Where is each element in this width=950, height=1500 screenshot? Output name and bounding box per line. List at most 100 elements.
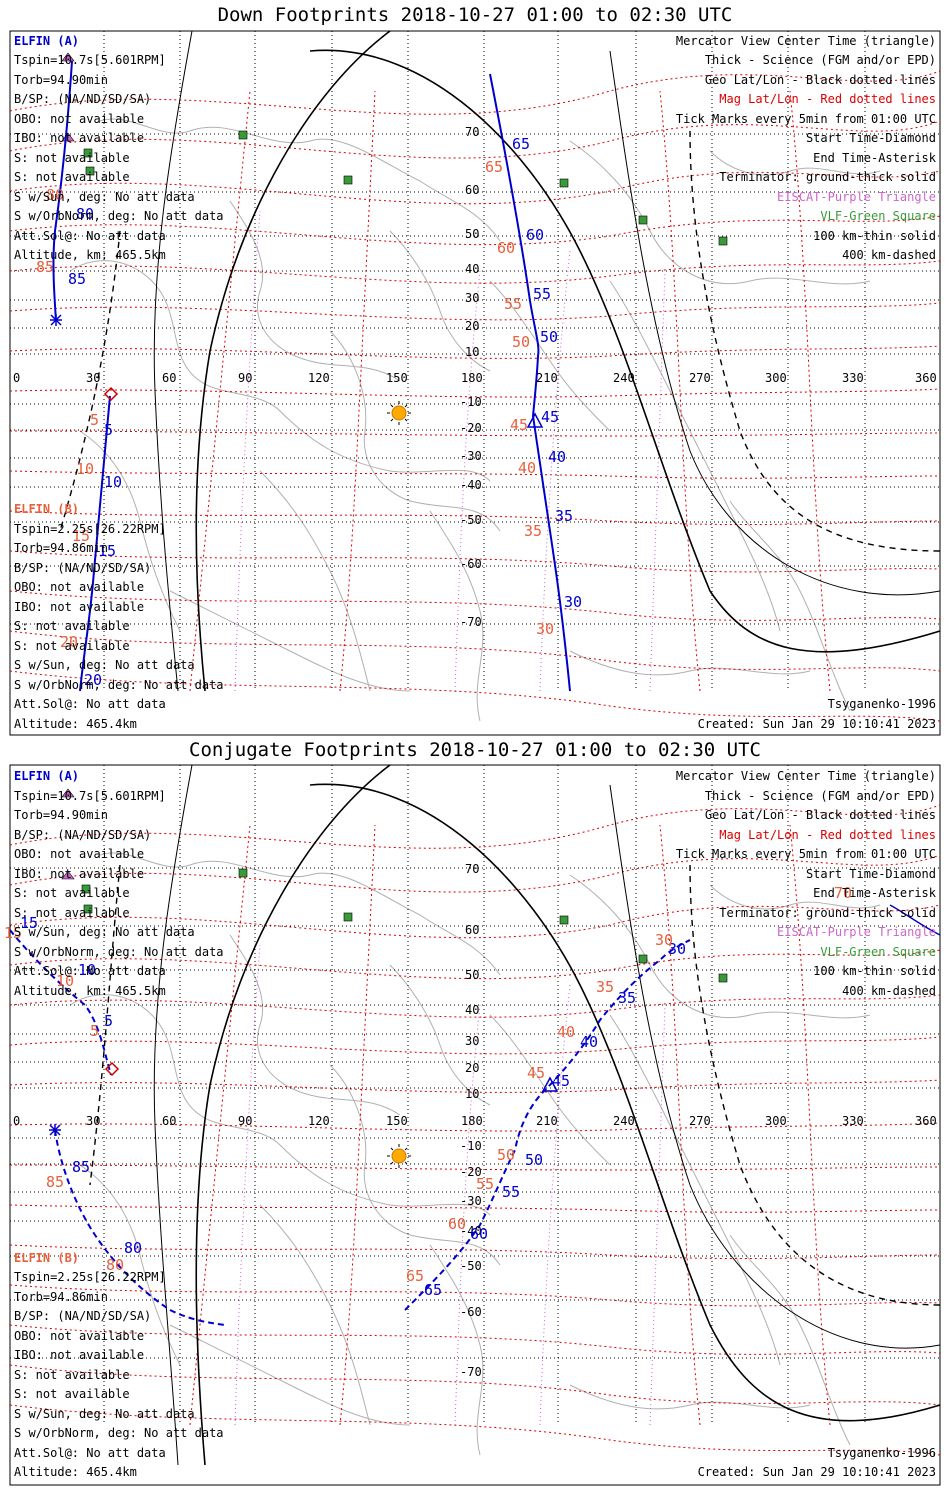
- vlf-square: [81, 884, 91, 894]
- lat-tick: -20: [460, 1165, 482, 1179]
- legend-line: VLF-Green Square: [820, 945, 936, 959]
- vlf-square: [85, 166, 95, 176]
- track-tick-label: 30: [564, 593, 582, 611]
- elfin-b-header: ELFIN (B): [14, 502, 79, 516]
- bottom-terminator-dashed-left: [89, 864, 121, 1186]
- lat-tick: -70: [460, 1365, 482, 1379]
- lat-tick: -20: [460, 421, 482, 435]
- legend-line: Start Time-Diamond: [806, 131, 936, 145]
- track-tick-label: 85: [72, 1158, 90, 1176]
- bottom-terminator-thick-right: [309, 783, 941, 1422]
- info-line: OBO: not available: [14, 580, 144, 594]
- lat-tick: 40: [465, 262, 479, 276]
- track-tick-label: 30: [668, 940, 686, 958]
- eiscat-triangle: [61, 870, 75, 880]
- lat-tick: 70: [465, 862, 479, 876]
- info-line: S: not available: [14, 151, 130, 165]
- track-tick-label: 30: [536, 620, 554, 638]
- bottom-terminator-thin-right: [609, 784, 941, 1349]
- top-terminator-dashed-right: [689, 130, 941, 552]
- top-map-panel: [9, 30, 941, 736]
- vlf-square: [343, 175, 353, 185]
- track-tick-label: 50: [512, 333, 530, 351]
- info-line: Torb=94.90min: [14, 808, 108, 822]
- track-tick-label: 60: [497, 239, 515, 257]
- bottom-elfin-b-info: ELFIN (B) Tspin=2.25s[26.22RPM] Torb=94.…: [14, 1251, 224, 1479]
- track-tick-label: 60: [526, 226, 544, 244]
- track-tick-label: 10: [78, 961, 96, 979]
- bottom-lat-ticks: 70 60 50 40 30 20 10 -10 -20 -30 -40 -50…: [460, 862, 482, 1379]
- lon-tick: 60: [162, 1114, 176, 1128]
- info-line: S w/Sun, deg: No att data: [14, 925, 195, 939]
- legend-line: End Time-Asterisk: [813, 886, 937, 900]
- track-tick-label: 5: [90, 1022, 99, 1040]
- track-tick-label: 65: [485, 158, 503, 176]
- legend-line: Thick - Science (FGM and/or EPD): [705, 789, 936, 803]
- info-line: Tspin=2.25s[26.22RPM]: [14, 1270, 166, 1284]
- legend-line: Geo Lat/Lon - Black dotted lines: [705, 73, 936, 87]
- info-line: Torb=94.86min: [14, 541, 108, 555]
- lat-tick: 20: [465, 1061, 479, 1075]
- lon-tick: 180: [461, 1114, 483, 1128]
- lat-tick: -10: [460, 395, 482, 409]
- lon-tick: 30: [86, 1114, 100, 1128]
- info-line: Att.Sol@: No att data: [14, 964, 166, 978]
- track-tick-label: 45: [510, 416, 528, 434]
- lon-tick: 240: [613, 1114, 635, 1128]
- track-tick-label: 80: [106, 1256, 124, 1274]
- lat-tick: -60: [460, 557, 482, 571]
- center-time-triangle: [541, 1076, 559, 1092]
- track-tick-label: 80: [76, 205, 94, 223]
- info-line: Altitude: 465.4km: [14, 717, 137, 731]
- track-tick-label: 55: [504, 295, 522, 313]
- info-line: S: not available: [14, 886, 130, 900]
- lat-tick: -50: [460, 513, 482, 527]
- track-tick-label: 65: [512, 135, 530, 153]
- lon-tick: 360: [915, 371, 937, 385]
- elfin-a-header: ELFIN (A): [14, 769, 79, 783]
- legend-line: EISCAT-Purple Triangle: [777, 925, 936, 939]
- legend-line: 100 km-thin solid: [813, 229, 936, 243]
- track-tick-label: 35: [555, 507, 573, 525]
- info-line: S: not available: [14, 639, 130, 653]
- legend-line: Thick - Science (FGM and/or EPD): [705, 53, 936, 67]
- lon-tick: 150: [386, 371, 408, 385]
- lon-tick: 0: [13, 1114, 20, 1128]
- vlf-square: [718, 973, 728, 983]
- info-line: S: not available: [14, 1387, 130, 1401]
- legend-line: Mag Lat/Lon - Red dotted lines: [719, 828, 936, 842]
- bottom-elfin-a-track-edge: [889, 904, 941, 936]
- legend-line: Tick Marks every 5min from 01:00 UTC: [676, 847, 936, 861]
- bottom-terminator-thin-left: [153, 764, 193, 1466]
- track-tick-label: 15: [4, 924, 22, 942]
- info-line: Att.Sol@: No att data: [14, 229, 166, 243]
- legend-line: Start Time-Diamond: [806, 867, 936, 881]
- info-line: S: not available: [14, 1368, 130, 1382]
- track-tick-label: 70: [834, 884, 852, 902]
- info-line: B/SP: (NA/ND/SD/SA): [14, 561, 151, 575]
- legend-line: Geo Lat/Lon - Black dotted lines: [705, 808, 936, 822]
- lat-tick: -30: [460, 1194, 482, 1208]
- info-line: Torb=94.90min: [14, 73, 108, 87]
- bottom-elfin-a-track-left-lower: [54, 1129, 226, 1326]
- eiscat-triangle: [61, 52, 75, 62]
- info-line: B/SP: (NA/ND/SD/SA): [14, 1309, 151, 1323]
- vlf-square: [83, 904, 93, 914]
- top-elfin-a-track-left-lower: [79, 395, 111, 692]
- track-tick-label: 65: [424, 1281, 442, 1299]
- model-credit: Tsyganenko-1996: [828, 697, 936, 711]
- legend-line: Mercator View Center Time (triangle): [676, 769, 936, 783]
- top-terminator-thick-left: [195, 30, 391, 692]
- legend-line: Mag Lat/Lon - Red dotted lines: [719, 92, 936, 106]
- legend-line: 100 km-thin solid: [813, 964, 936, 978]
- vlf-square: [638, 954, 648, 964]
- track-tick-label: 40: [580, 1033, 598, 1051]
- info-line: OBO: not available: [14, 847, 144, 861]
- lat-tick: 50: [465, 227, 479, 241]
- info-line: Altitude: 465.4km: [14, 1465, 137, 1479]
- track-tick-label: 45: [541, 408, 559, 426]
- lon-tick: 30: [86, 371, 100, 385]
- info-line: S w/OrbNorm, deg: No att data: [14, 678, 224, 692]
- track-tick-label: 5: [104, 421, 113, 439]
- bottom-map-title: Conjugate Footprints 2018-10-27 01:00 to…: [189, 739, 761, 761]
